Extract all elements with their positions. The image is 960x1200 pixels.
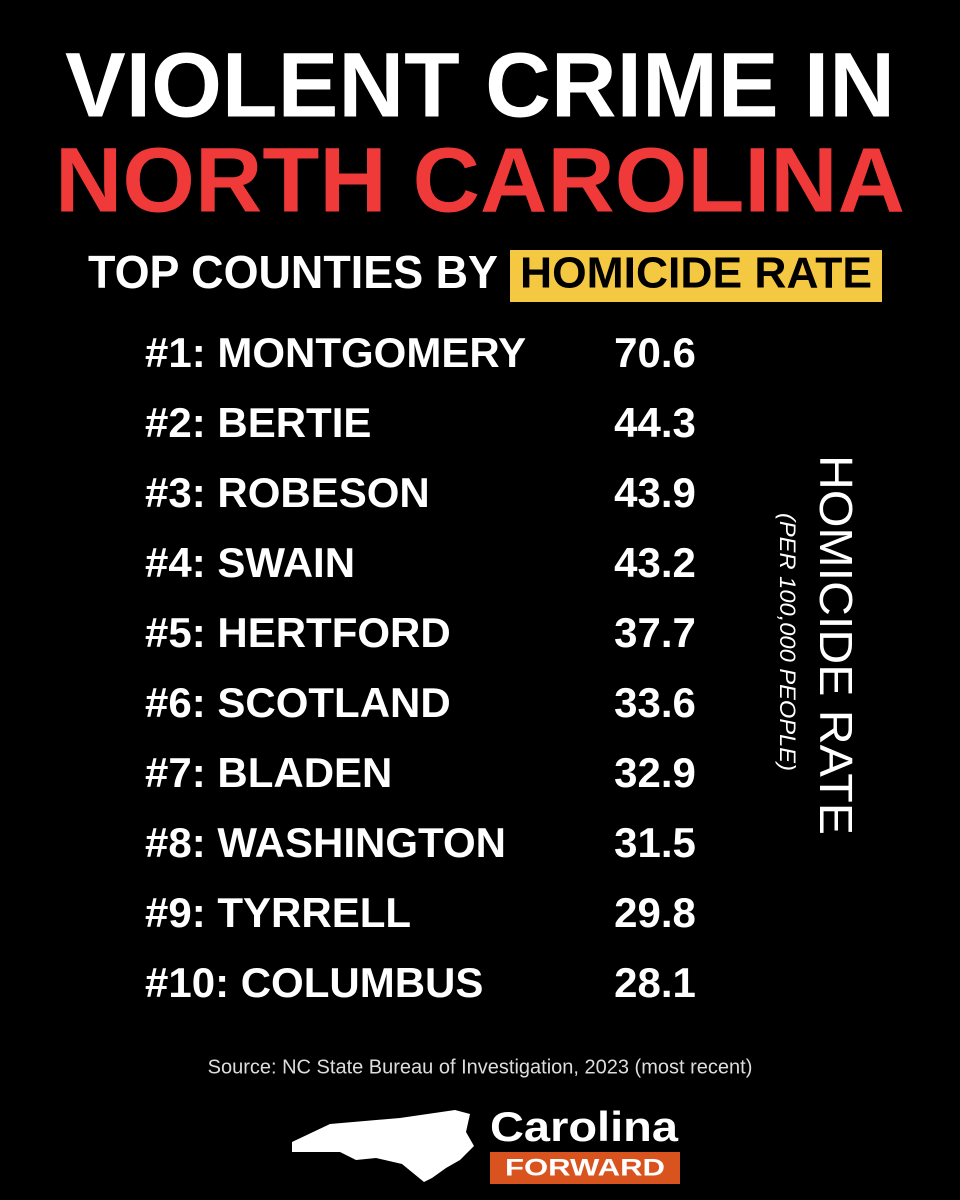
county-name: #2: BERTIE	[145, 399, 371, 446]
county-name: #8: WASHINGTON	[145, 819, 506, 866]
homicide-rate: 31.5	[614, 819, 696, 866]
subtitle: TOP COUNTIES BY	[88, 246, 498, 298]
county-name: #1: MONTGOMERY	[145, 329, 526, 376]
county-name: #3: ROBESON	[145, 469, 430, 516]
side-note: (PER 100,000 PEOPLE)	[775, 513, 800, 771]
county-name: #6: SCOTLAND	[145, 679, 451, 726]
title-line2: NORTH CAROLINA	[55, 129, 905, 231]
subtitle-highlight: HOMICIDE RATE	[520, 249, 872, 298]
homicide-rate: 44.3	[614, 399, 696, 446]
title-line1: VIOLENT CRIME IN	[65, 34, 895, 136]
homicide-rate: 32.9	[614, 749, 696, 796]
logo-bottom: FORWARD	[505, 1154, 665, 1181]
logo-box	[490, 1152, 680, 1184]
side-label: HOMICIDE RATE	[810, 455, 862, 835]
homicide-rate: 43.2	[614, 539, 696, 586]
county-name: #5: HERTFORD	[145, 609, 451, 656]
homicide-rate: 29.8	[614, 889, 696, 936]
source: Source: NC State Bureau of Investigation…	[208, 1056, 753, 1078]
homicide-rate: 37.7	[614, 609, 696, 656]
highlight-box	[510, 250, 882, 302]
homicide-rate: 33.6	[614, 679, 696, 726]
county-name: #10: COLUMBUS	[145, 959, 483, 1006]
logo-top: Carolina	[490, 1103, 679, 1150]
ranking-list: #1: MONTGOMERY 70.6 #2: BERTIE 44.3 #3: ROBE…	[145, 329, 696, 1006]
homicide-rate: 28.1	[614, 959, 696, 1006]
homicide-rate: 43.9	[614, 469, 696, 516]
nc-map-icon	[292, 1110, 474, 1182]
county-name: #4: SWAIN	[145, 539, 355, 586]
county-name: #7: BLADEN	[145, 749, 392, 796]
county-name: #9: TYRRELL	[145, 889, 411, 936]
homicide-rate: 70.6	[614, 329, 696, 376]
